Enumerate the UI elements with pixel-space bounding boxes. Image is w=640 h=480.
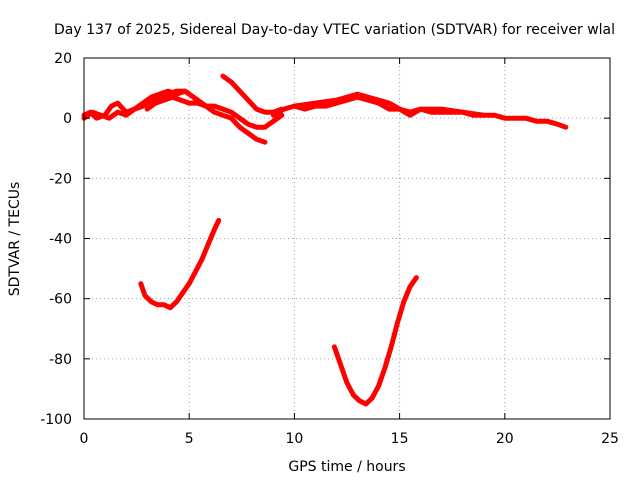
series-line-track-8	[331, 275, 419, 407]
x-tick-label: 25	[601, 431, 619, 447]
y-tick-label: 0	[63, 111, 72, 127]
y-tick-label: 20	[54, 51, 72, 67]
series-line-track-3	[144, 94, 285, 130]
x-tick-label: 5	[185, 431, 194, 447]
y-tick-label: -100	[40, 412, 72, 428]
x-tick-label: 20	[496, 431, 514, 447]
y-tick-label: -40	[49, 232, 72, 248]
x-tick-label: 10	[285, 431, 303, 447]
plot-frame	[83, 57, 611, 420]
y-tick-label: -60	[49, 292, 72, 308]
y-tick-label: -20	[49, 171, 72, 187]
chart-title: Day 137 of 2025, Sidereal Day-to-day VTE…	[54, 22, 615, 38]
series-line-track-2	[81, 88, 268, 145]
series-line-track-6	[291, 91, 487, 118]
x-axis-label: GPS time / hours	[288, 459, 405, 475]
series-line-track-4	[220, 73, 285, 115]
x-tick-label: 15	[391, 431, 409, 447]
y-tick-label: -80	[49, 352, 72, 368]
axis-ticks: -100 -80 -60 -40 -20 0 20 0 5 10 15 20 25	[40, 51, 619, 447]
x-tick-label: 0	[80, 431, 89, 447]
series-line-track-7	[138, 217, 222, 311]
data-series	[81, 73, 569, 407]
y-axis-label: SDTVAR / TECUs	[7, 182, 23, 297]
grid-lines	[84, 58, 610, 419]
